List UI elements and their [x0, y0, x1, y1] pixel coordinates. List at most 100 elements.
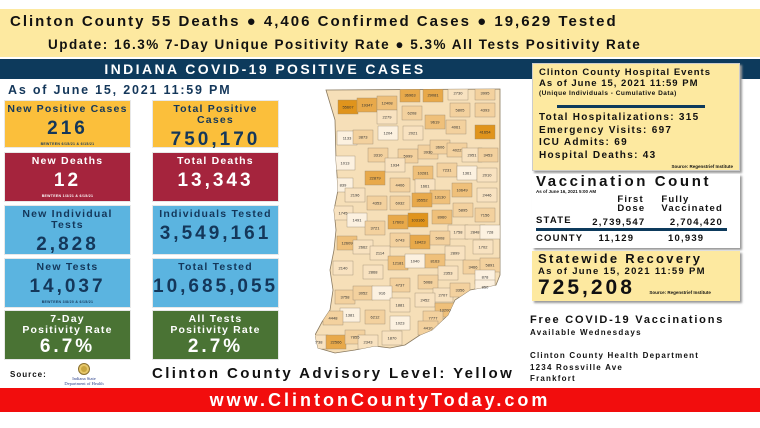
county-case-label: 36963 — [404, 93, 416, 98]
county-shape — [389, 195, 411, 211]
county-shape — [437, 265, 459, 281]
county-shape — [401, 105, 423, 121]
card-value: 13,343 — [177, 170, 254, 191]
county-case-label: 3721 — [371, 226, 381, 231]
card-value: 2,828 — [36, 234, 99, 255]
county-case-label: 728 — [487, 230, 494, 235]
hospital-as-of: As of June 15, 2021 11:59 PM — [539, 78, 699, 89]
section-title: INDIANA COVID-19 POSITIVE CASES — [0, 59, 530, 79]
card-title: New Individual Tests — [22, 208, 113, 231]
vaccination-panel: Vaccination Count As of June 16, 2021 5:… — [532, 174, 740, 248]
free-vaccinations: Free COVID-19 Vaccinations — [530, 314, 725, 326]
website-link[interactable]: www.ClintonCountyToday.com — [0, 388, 760, 412]
card-title: Total Deaths — [177, 155, 254, 167]
county-case-label: 2848 — [471, 230, 481, 235]
card-value: 3,549,161 — [159, 223, 272, 244]
stat-card: Total Deaths 13,343 — [152, 152, 279, 202]
county-case-label: 1702 — [479, 245, 489, 250]
county-case-label: 8163 — [431, 259, 441, 264]
county-shape — [417, 274, 439, 290]
fully-value: 10,939 — [668, 233, 705, 244]
county-case-label: 5891 — [486, 263, 496, 268]
county-case-label: 1758 — [454, 230, 464, 235]
county-shape — [332, 260, 354, 276]
county-shape — [445, 119, 467, 135]
positivity-update: Update: 16.3% 7-Day Unique Positivity Ra… — [48, 37, 642, 52]
county-case-label: 3052 — [359, 291, 369, 296]
county-case-label: 2446 — [483, 193, 493, 198]
stat-card: Total Positive Cases 750,170 — [152, 100, 279, 150]
county-case-label: 1040 — [411, 259, 421, 264]
hospital-stat: Emergency Visits: 697 — [539, 124, 673, 136]
vaccination-table: First Dose Fully Vaccinated STATE 2,739,547… — [536, 195, 727, 244]
county-case-label: 12408 — [381, 101, 393, 106]
county-case-label: 2196 — [351, 193, 361, 198]
recovery-value: 725,208 — [538, 276, 635, 299]
county-shape — [447, 89, 469, 101]
county-shape — [476, 167, 498, 183]
county-summary: Clinton County 55 Deaths ● 4,406 Confirm… — [10, 13, 618, 30]
county-shape — [476, 187, 498, 203]
advisory-level: Clinton County Advisory Level: Yellow — [152, 365, 515, 382]
stat-card: New Tests 14,037 BEWTEEN 3/8/20 & 6/15/21 — [4, 258, 131, 308]
card-title: All Tests — [188, 313, 243, 325]
county-case-label: 4406 — [396, 183, 406, 188]
county-case-label: 5895 — [459, 208, 469, 213]
county-case-label: 4353 — [373, 201, 383, 206]
card-value: 2.7% — [187, 336, 244, 357]
table-row: STATE 2,739,547 2,704,420 — [536, 213, 727, 230]
county-case-label: 12609 — [341, 241, 353, 246]
county-case-label: 839 — [340, 183, 347, 188]
county-shape — [384, 157, 406, 173]
county-case-label: 2010 — [483, 173, 493, 178]
row-label: COUNTY — [536, 233, 584, 244]
vaccination-title: Vaccination Count — [536, 173, 712, 190]
county-case-label: 4410 — [424, 326, 434, 331]
vaccination-schedule: Available Wednesdays — [530, 328, 642, 337]
county-shape — [429, 230, 451, 246]
county-case-label: 1661 — [421, 184, 431, 189]
card-value: 10,685,055 — [153, 276, 279, 297]
county-case-label: 4448 — [329, 316, 339, 321]
county-case-label: 2899 — [451, 251, 461, 256]
stat-card: Individuals Tested 3,549,161 — [152, 205, 279, 255]
vaccination-as-of: As of June 16, 2021 5:00 AM — [536, 189, 597, 194]
logo-text: Department of Health — [64, 381, 104, 386]
county-shape — [407, 212, 429, 228]
indiana-county-map: 55607 19347 12408 36963 29081 2730 3995 2279 620… — [315, 88, 501, 354]
county-shape — [364, 220, 386, 236]
county-case-label: 1013 — [341, 161, 351, 166]
county-shape — [474, 124, 496, 140]
county-case-label: 2343 — [364, 340, 374, 345]
county-case-label: 4061 — [452, 125, 462, 130]
county-case-label: 2707 — [439, 293, 449, 298]
county-shape — [444, 245, 466, 261]
county-shape — [367, 147, 389, 163]
first-dose-value: 11,129 — [598, 233, 635, 244]
hospital-source: Source: Regenstrief Institute — [671, 164, 733, 169]
county-case-label: 7777 — [429, 316, 439, 321]
dept-street: 1234 Rossville Ave — [530, 362, 624, 372]
col-fully-vaccinated-2: Vaccinated — [661, 203, 723, 214]
county-shape — [371, 285, 393, 301]
county-case-label: 6208 — [408, 111, 418, 116]
county-shape — [364, 309, 386, 325]
county-case-label: 13130 — [434, 195, 446, 200]
county-shape — [389, 277, 411, 293]
hospital-stat: Total Hospitalizations: 315 — [539, 112, 700, 123]
county-case-label: 1745 — [339, 211, 349, 216]
county-case-label: 103166 — [411, 218, 425, 223]
county-shape — [474, 207, 496, 223]
county-case-label: 3606 — [436, 145, 446, 150]
isdh-logo: Indiana State Department of Health — [56, 363, 112, 387]
county-case-label: 1881 — [396, 303, 406, 308]
hospital-stat: ICU Admits: 69 — [539, 137, 628, 148]
card-date-range: BEWTEEN 3/8/20 & 6/15/21 — [41, 300, 94, 304]
county-case-label: 878 — [482, 275, 489, 280]
dept-city: Frankfort — [530, 374, 576, 383]
col-fully-vaccinated: Fully — [661, 194, 690, 205]
county-case-label: 22566 — [330, 340, 342, 345]
fully-value: 2,704,420 — [669, 217, 723, 228]
card-title: New Positive Cases — [7, 103, 128, 115]
county-case-label: 2353 — [444, 271, 454, 276]
